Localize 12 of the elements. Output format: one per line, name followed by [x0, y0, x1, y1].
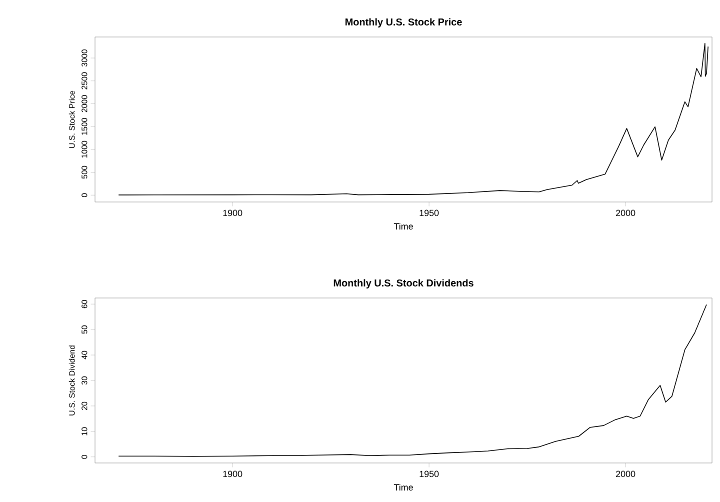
x-tick-label: 2000	[616, 470, 636, 478]
x-tick-label: 1950	[420, 470, 439, 478]
x-axis-title: Time	[394, 484, 413, 491]
line-series	[118, 42, 708, 196]
x-tick-label: 1900	[223, 210, 242, 216]
x-tick-label: 1950	[420, 210, 439, 216]
x-tick-label: 2000	[616, 210, 636, 216]
x-axis-title: Time	[394, 222, 413, 230]
chart-title: Monthly U.S. Stock Price	[346, 18, 462, 28]
line-series	[118, 304, 707, 457]
x-tick-label: 1900	[223, 470, 242, 478]
chart-title: Monthly U.S. Stock Dividends	[334, 279, 474, 288]
